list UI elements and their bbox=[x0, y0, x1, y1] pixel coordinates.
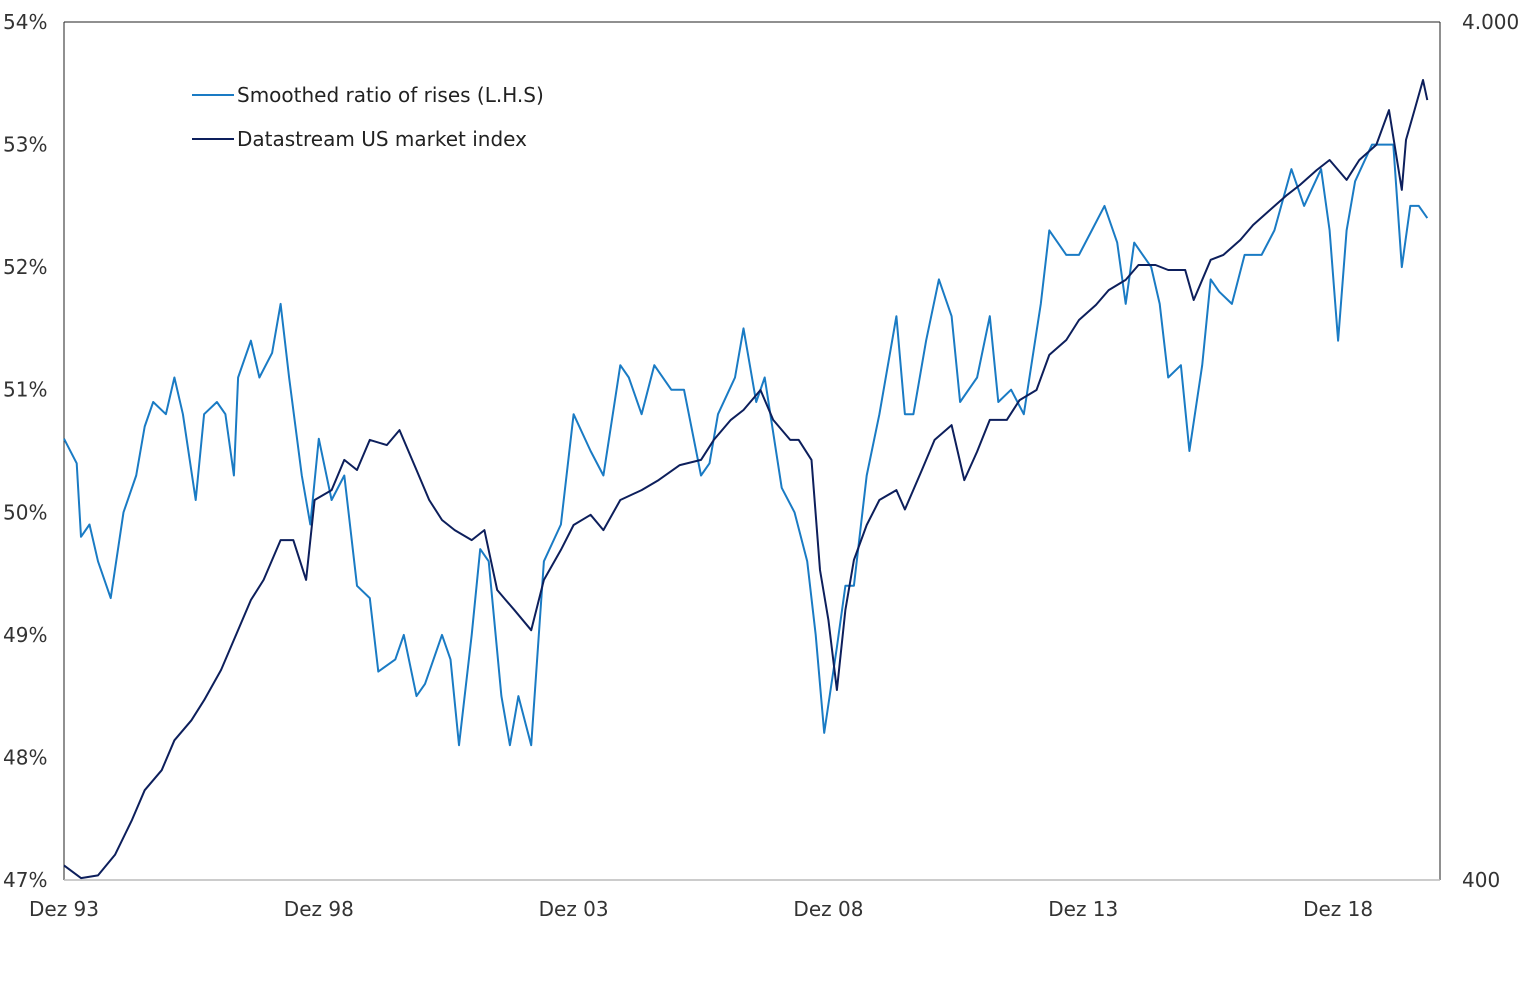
right-tick-label: 4.000 bbox=[1462, 10, 1519, 34]
left-tick-label: 49% bbox=[3, 623, 47, 647]
legend-item-index: Datastream US market index bbox=[192, 127, 527, 151]
left-tick-label: 50% bbox=[3, 500, 47, 524]
legend-item-ratio: Smoothed ratio of rises (L.H.S) bbox=[192, 83, 544, 107]
plot-frame bbox=[63, 21, 1441, 881]
x-tick-label: Dez 18 bbox=[1303, 897, 1373, 921]
series-lines bbox=[63, 79, 1429, 880]
left-tick-label: 52% bbox=[3, 255, 47, 279]
x-tick-label: Dez 08 bbox=[793, 897, 863, 921]
left-tick-label: 47% bbox=[3, 868, 47, 892]
left-tick-label: 51% bbox=[3, 378, 47, 402]
x-axis-ticks: Dez 93 Dez 98 Dez 03 Dez 08 Dez 13 Dez 18 bbox=[29, 897, 1373, 921]
x-tick-label: Dez 03 bbox=[539, 897, 609, 921]
x-tick-label: Dez 98 bbox=[284, 897, 354, 921]
legend: Smoothed ratio of rises (L.H.S) Datastre… bbox=[192, 83, 544, 151]
x-tick-label: Dez 93 bbox=[29, 897, 99, 921]
series-line-ratio bbox=[63, 143, 1429, 747]
right-axis-ticks: 400 4.000 bbox=[1462, 10, 1519, 892]
right-tick-label: 400 bbox=[1462, 868, 1500, 892]
left-tick-label: 54% bbox=[3, 10, 47, 34]
left-tick-label: 48% bbox=[3, 745, 47, 769]
left-tick-label: 53% bbox=[3, 133, 47, 157]
left-axis-ticks: 47% 48% 49% 50% 51% 52% 53% 54% bbox=[3, 10, 47, 892]
series-line-index bbox=[63, 79, 1429, 880]
x-tick-label: Dez 13 bbox=[1048, 897, 1118, 921]
legend-label-ratio: Smoothed ratio of rises (L.H.S) bbox=[237, 83, 544, 107]
legend-label-index: Datastream US market index bbox=[237, 127, 527, 151]
